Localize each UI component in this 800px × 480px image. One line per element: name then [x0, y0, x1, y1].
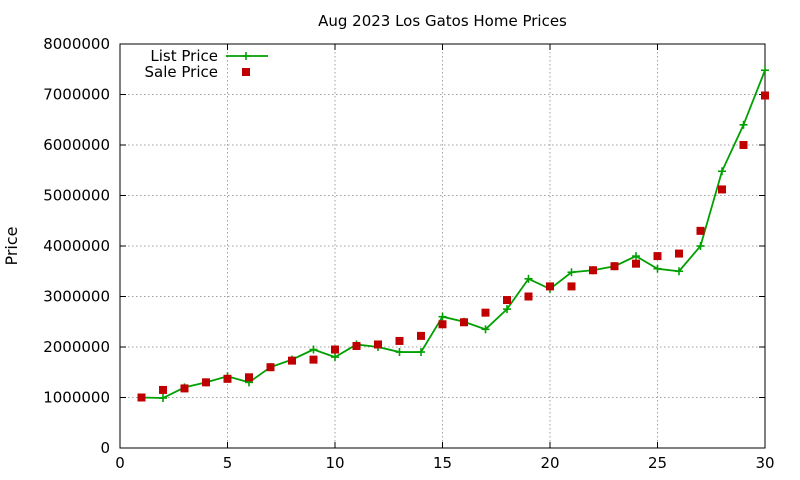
y-tick-label: 4000000: [43, 237, 110, 255]
data-point: [632, 259, 640, 268]
data-point: [503, 296, 511, 305]
data-point: [245, 373, 253, 382]
data-point: [417, 331, 425, 340]
legend: List Price Sale Price: [145, 47, 268, 81]
y-tick-label: 7000000: [43, 86, 110, 104]
data-point: [503, 305, 511, 314]
y-tick-label: 0: [100, 439, 110, 457]
data-point: [696, 242, 705, 250]
data-point: [309, 345, 318, 354]
x-tick-label: 20: [540, 454, 559, 472]
series-sale-price: [137, 91, 769, 402]
x-tick-label: 15: [433, 454, 452, 472]
data-point: [331, 353, 339, 362]
data-point: [610, 262, 619, 271]
legend-marker: [242, 68, 250, 76]
data-point: [653, 264, 662, 273]
data-point: [352, 341, 361, 350]
data-point: [739, 120, 748, 129]
data-point: [567, 282, 576, 291]
data-point: [524, 274, 533, 283]
data-point: [567, 268, 576, 277]
data-point: [675, 267, 683, 276]
data-point: [417, 348, 425, 357]
data-point: [718, 167, 726, 176]
data-point: [438, 312, 447, 321]
x-tick-label: 30: [755, 454, 774, 472]
data-point: [159, 385, 167, 394]
y-tick-label: 6000000: [43, 136, 110, 154]
data-point: [696, 226, 705, 235]
chart-title: Aug 2023 Los Gatos Home Prices: [318, 12, 567, 30]
data-point: [481, 325, 490, 334]
data-point: [481, 308, 490, 317]
data-point: [739, 141, 748, 149]
axis-ticks: 0 5 10 15 20 25 30 0 1000000 2000000 3000000 400000…: [43, 35, 774, 472]
x-tick-label: 10: [325, 454, 344, 472]
data-point: [524, 292, 533, 301]
data-point: [266, 363, 275, 372]
x-tick-label: 25: [648, 454, 667, 472]
data-point: [589, 266, 597, 275]
y-tick-label: 1000000: [43, 389, 110, 407]
data-point: [761, 66, 769, 75]
data-point: [546, 282, 554, 291]
y-tick-label: 8000000: [43, 35, 110, 53]
data-point: [632, 252, 640, 261]
y-tick-label: 2000000: [43, 338, 110, 356]
series-list-price: [137, 66, 769, 403]
y-tick-label: 5000000: [43, 187, 110, 205]
data-point: [438, 320, 447, 329]
data-point: [137, 393, 146, 402]
data-point: [395, 336, 404, 345]
data-point: [159, 394, 167, 403]
data-point: [288, 356, 296, 365]
series-line: [141, 69, 766, 399]
x-tick-label: 0: [115, 454, 125, 472]
data-point: [202, 378, 210, 387]
series: [137, 66, 769, 403]
data-point: [718, 185, 726, 194]
data-point: [180, 384, 189, 393]
x-tick-label: 5: [223, 454, 233, 472]
data-point: [395, 348, 404, 357]
data-point: [331, 345, 339, 354]
data-point: [675, 249, 683, 258]
data-point: [223, 374, 232, 383]
grid: [120, 44, 765, 448]
legend-label-list-price: List Price: [150, 47, 218, 65]
y-axis-title: Price: [2, 226, 21, 265]
legend-label-sale-price: Sale Price: [145, 63, 218, 81]
data-point: [761, 91, 769, 100]
data-point: [309, 355, 318, 364]
y-tick-label: 3000000: [43, 288, 110, 306]
data-point: [653, 252, 662, 261]
legend-marker: [242, 52, 250, 60]
data-point: [374, 340, 382, 349]
data-point: [460, 318, 468, 327]
